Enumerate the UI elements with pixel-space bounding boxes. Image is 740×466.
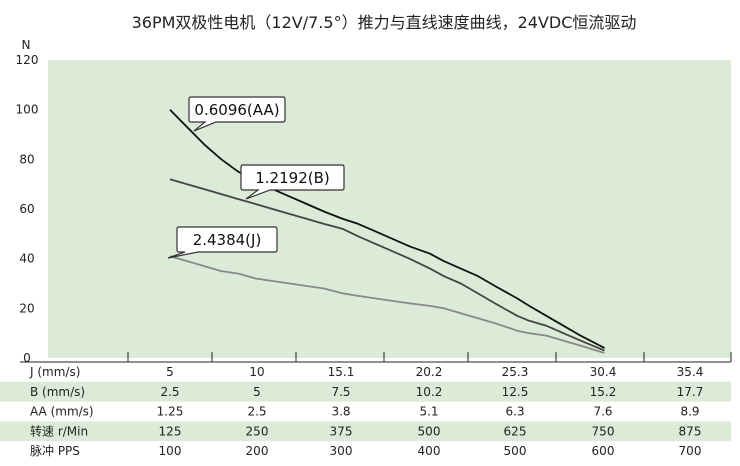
table-cell: 100 xyxy=(159,444,182,458)
table-cell: 10 xyxy=(249,365,264,379)
table-cell: 3.8 xyxy=(331,405,350,419)
table-cell: 625 xyxy=(504,424,527,438)
table-cell: 250 xyxy=(246,424,269,438)
table-cell: 600 xyxy=(592,444,615,458)
table-cell: 500 xyxy=(418,424,441,438)
table-cell: 8.9 xyxy=(680,405,699,419)
table-cell: 2.5 xyxy=(247,405,266,419)
table-cell: 200 xyxy=(246,444,269,458)
table-cell: 20.2 xyxy=(416,365,443,379)
table-cell: 2.5 xyxy=(160,385,179,399)
chart-title: 36PM双极性电机（12V/7.5°）推力与直线速度曲线，24VDC恒流驱动 xyxy=(132,13,637,32)
table-cell: 5 xyxy=(253,385,261,399)
table-row-label: J (mm/s) xyxy=(29,365,80,379)
y-tick-label: 60 xyxy=(19,202,34,216)
callout-box xyxy=(188,96,286,132)
table-cell: 10.2 xyxy=(416,385,443,399)
callout-box xyxy=(240,164,345,200)
plot-area xyxy=(48,60,731,358)
table-cell: 7.5 xyxy=(331,385,350,399)
speed-table: J (mm/s) 5 10 15.1 20.2 25.3 30.4 35.4 B (mm/s) 2… xyxy=(0,352,732,458)
table-row-shade xyxy=(0,381,731,402)
table-cell: 5 xyxy=(166,365,174,379)
table-row-label: B (mm/s) xyxy=(30,385,85,399)
table-row-label: AA (mm/s) xyxy=(30,405,94,419)
series-line-3 xyxy=(169,255,605,354)
table-cell: 7.6 xyxy=(593,405,612,419)
table-cell: 35.4 xyxy=(677,365,704,379)
table-cell: 300 xyxy=(330,444,353,458)
series-line-2 xyxy=(169,178,605,352)
y-tick-label: 100 xyxy=(16,103,39,117)
series-label: 2.4384(J) xyxy=(193,231,262,249)
table-cell: 25.3 xyxy=(502,365,529,379)
table-row-label: 转速 r/Min xyxy=(30,423,88,438)
table-cell: 700 xyxy=(679,444,702,458)
y-tick-label: 20 xyxy=(19,301,34,315)
callout-box xyxy=(167,226,278,259)
table-row-shade xyxy=(0,421,731,442)
series-label: 0.6096(AA) xyxy=(194,101,279,119)
callout-layer: 0.6096(AA) 1.2192(B) 2.4384(J) xyxy=(167,96,345,259)
table-cell: 6.3 xyxy=(505,405,524,419)
table-cell: 375 xyxy=(330,424,353,438)
table-cell: 125 xyxy=(159,424,182,438)
table-cell: 15.2 xyxy=(590,385,617,399)
table-cell: 400 xyxy=(418,444,441,458)
table-cell: 17.7 xyxy=(677,385,704,399)
table-cell: 750 xyxy=(592,424,615,438)
y-axis-ticks: 0 20 40 60 80 100 120 xyxy=(16,53,39,365)
table-cell: 1.25 xyxy=(157,405,184,419)
table-cell: 5.1 xyxy=(419,405,438,419)
table-row-label: 脉冲 PPS xyxy=(30,443,80,458)
table-cell: 875 xyxy=(679,424,702,438)
table-cell: 30.4 xyxy=(590,365,617,379)
table-cell: 15.1 xyxy=(328,365,355,379)
series-label: 1.2192(B) xyxy=(255,169,329,187)
y-tick-label: 0 xyxy=(23,351,31,365)
table-cell: 12.5 xyxy=(502,385,529,399)
y-tick-label: 80 xyxy=(19,152,34,166)
y-axis-label: N xyxy=(22,38,31,52)
y-tick-label: 40 xyxy=(19,252,34,266)
table-cell: 500 xyxy=(504,444,527,458)
y-tick-label: 120 xyxy=(16,53,39,67)
